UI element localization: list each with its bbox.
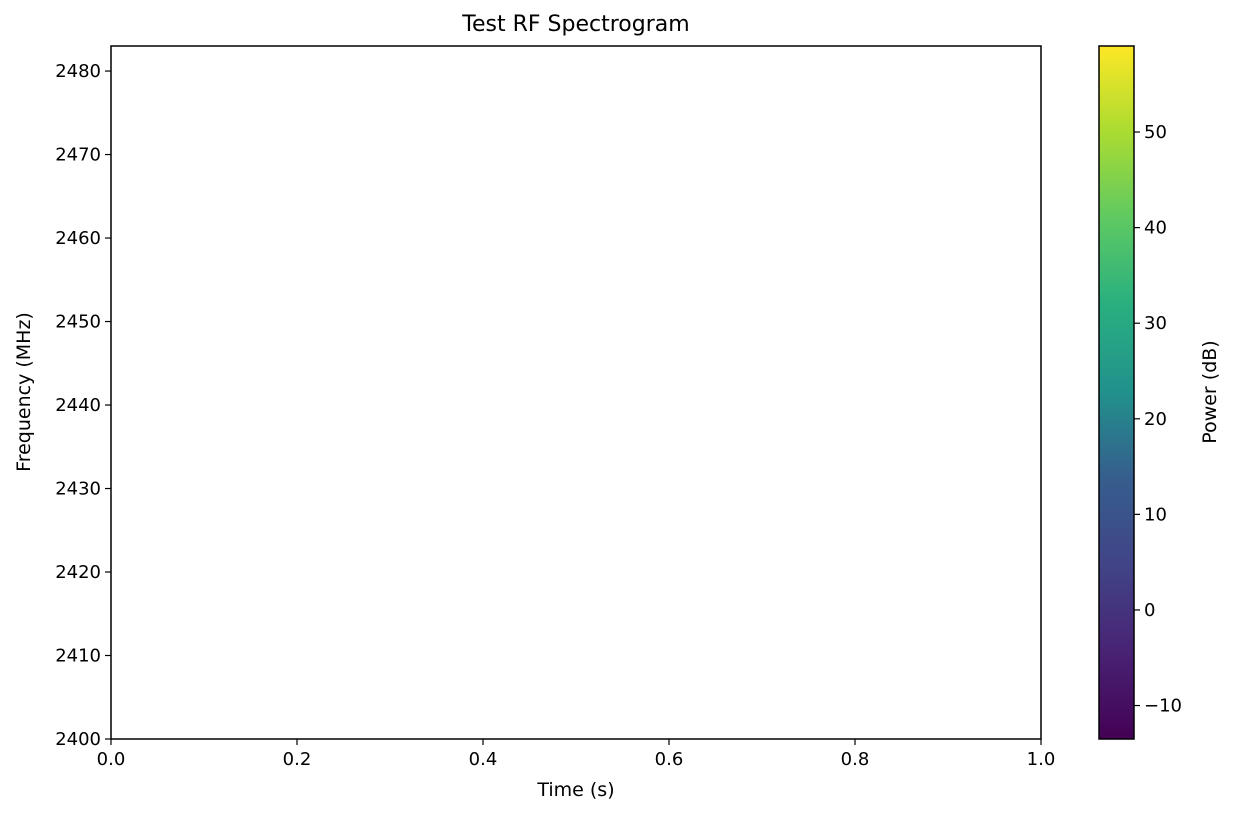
y-tick-label: 2450 (55, 312, 101, 333)
colorbar-tick-label: 0 (1144, 600, 1155, 621)
colorbar (1098, 45, 1135, 740)
y-tick-label: 2400 (55, 729, 101, 750)
x-tick-label: 1.0 (1027, 749, 1056, 770)
colorbar-axis: −10 0 10 20 30 40 50 (1134, 122, 1182, 717)
plot-area (110, 45, 1042, 740)
x-axis-label: Time (s) (537, 779, 615, 801)
y-tick-label: 2430 (55, 479, 101, 500)
colorbar-tick-label: 40 (1144, 218, 1167, 239)
y-tick-label: 2480 (55, 61, 101, 82)
colorbar-tick-label: −10 (1144, 696, 1182, 717)
x-tick-label: 0.0 (97, 749, 126, 770)
colorbar-tick-label: 50 (1144, 122, 1167, 143)
y-tick-label: 2420 (55, 562, 101, 583)
y-tick-label: 2470 (55, 145, 101, 166)
colorbar-tick-label: 30 (1144, 313, 1167, 334)
x-tick-label: 0.6 (655, 749, 684, 770)
x-tick-label: 0.8 (841, 749, 870, 770)
y-tick-label: 2440 (55, 395, 101, 416)
colorbar-label: Power (dB) (1199, 340, 1221, 444)
y-axis: 2400 2410 2420 2430 2440 2450 2460 2470 2480 (55, 61, 111, 750)
colorbar-tick-label: 10 (1144, 504, 1167, 525)
x-axis: 0.0 0.2 0.4 0.6 0.8 1.0 (97, 739, 1056, 770)
colorbar-tick-label: 20 (1144, 409, 1167, 430)
x-tick-label: 0.2 (283, 749, 312, 770)
chart-title: Test RF Spectrogram (462, 12, 690, 37)
x-tick-label: 0.4 (469, 749, 498, 770)
y-axis-label: Frequency (MHz) (13, 312, 35, 472)
y-tick-label: 2410 (55, 646, 101, 667)
y-tick-label: 2460 (55, 228, 101, 249)
